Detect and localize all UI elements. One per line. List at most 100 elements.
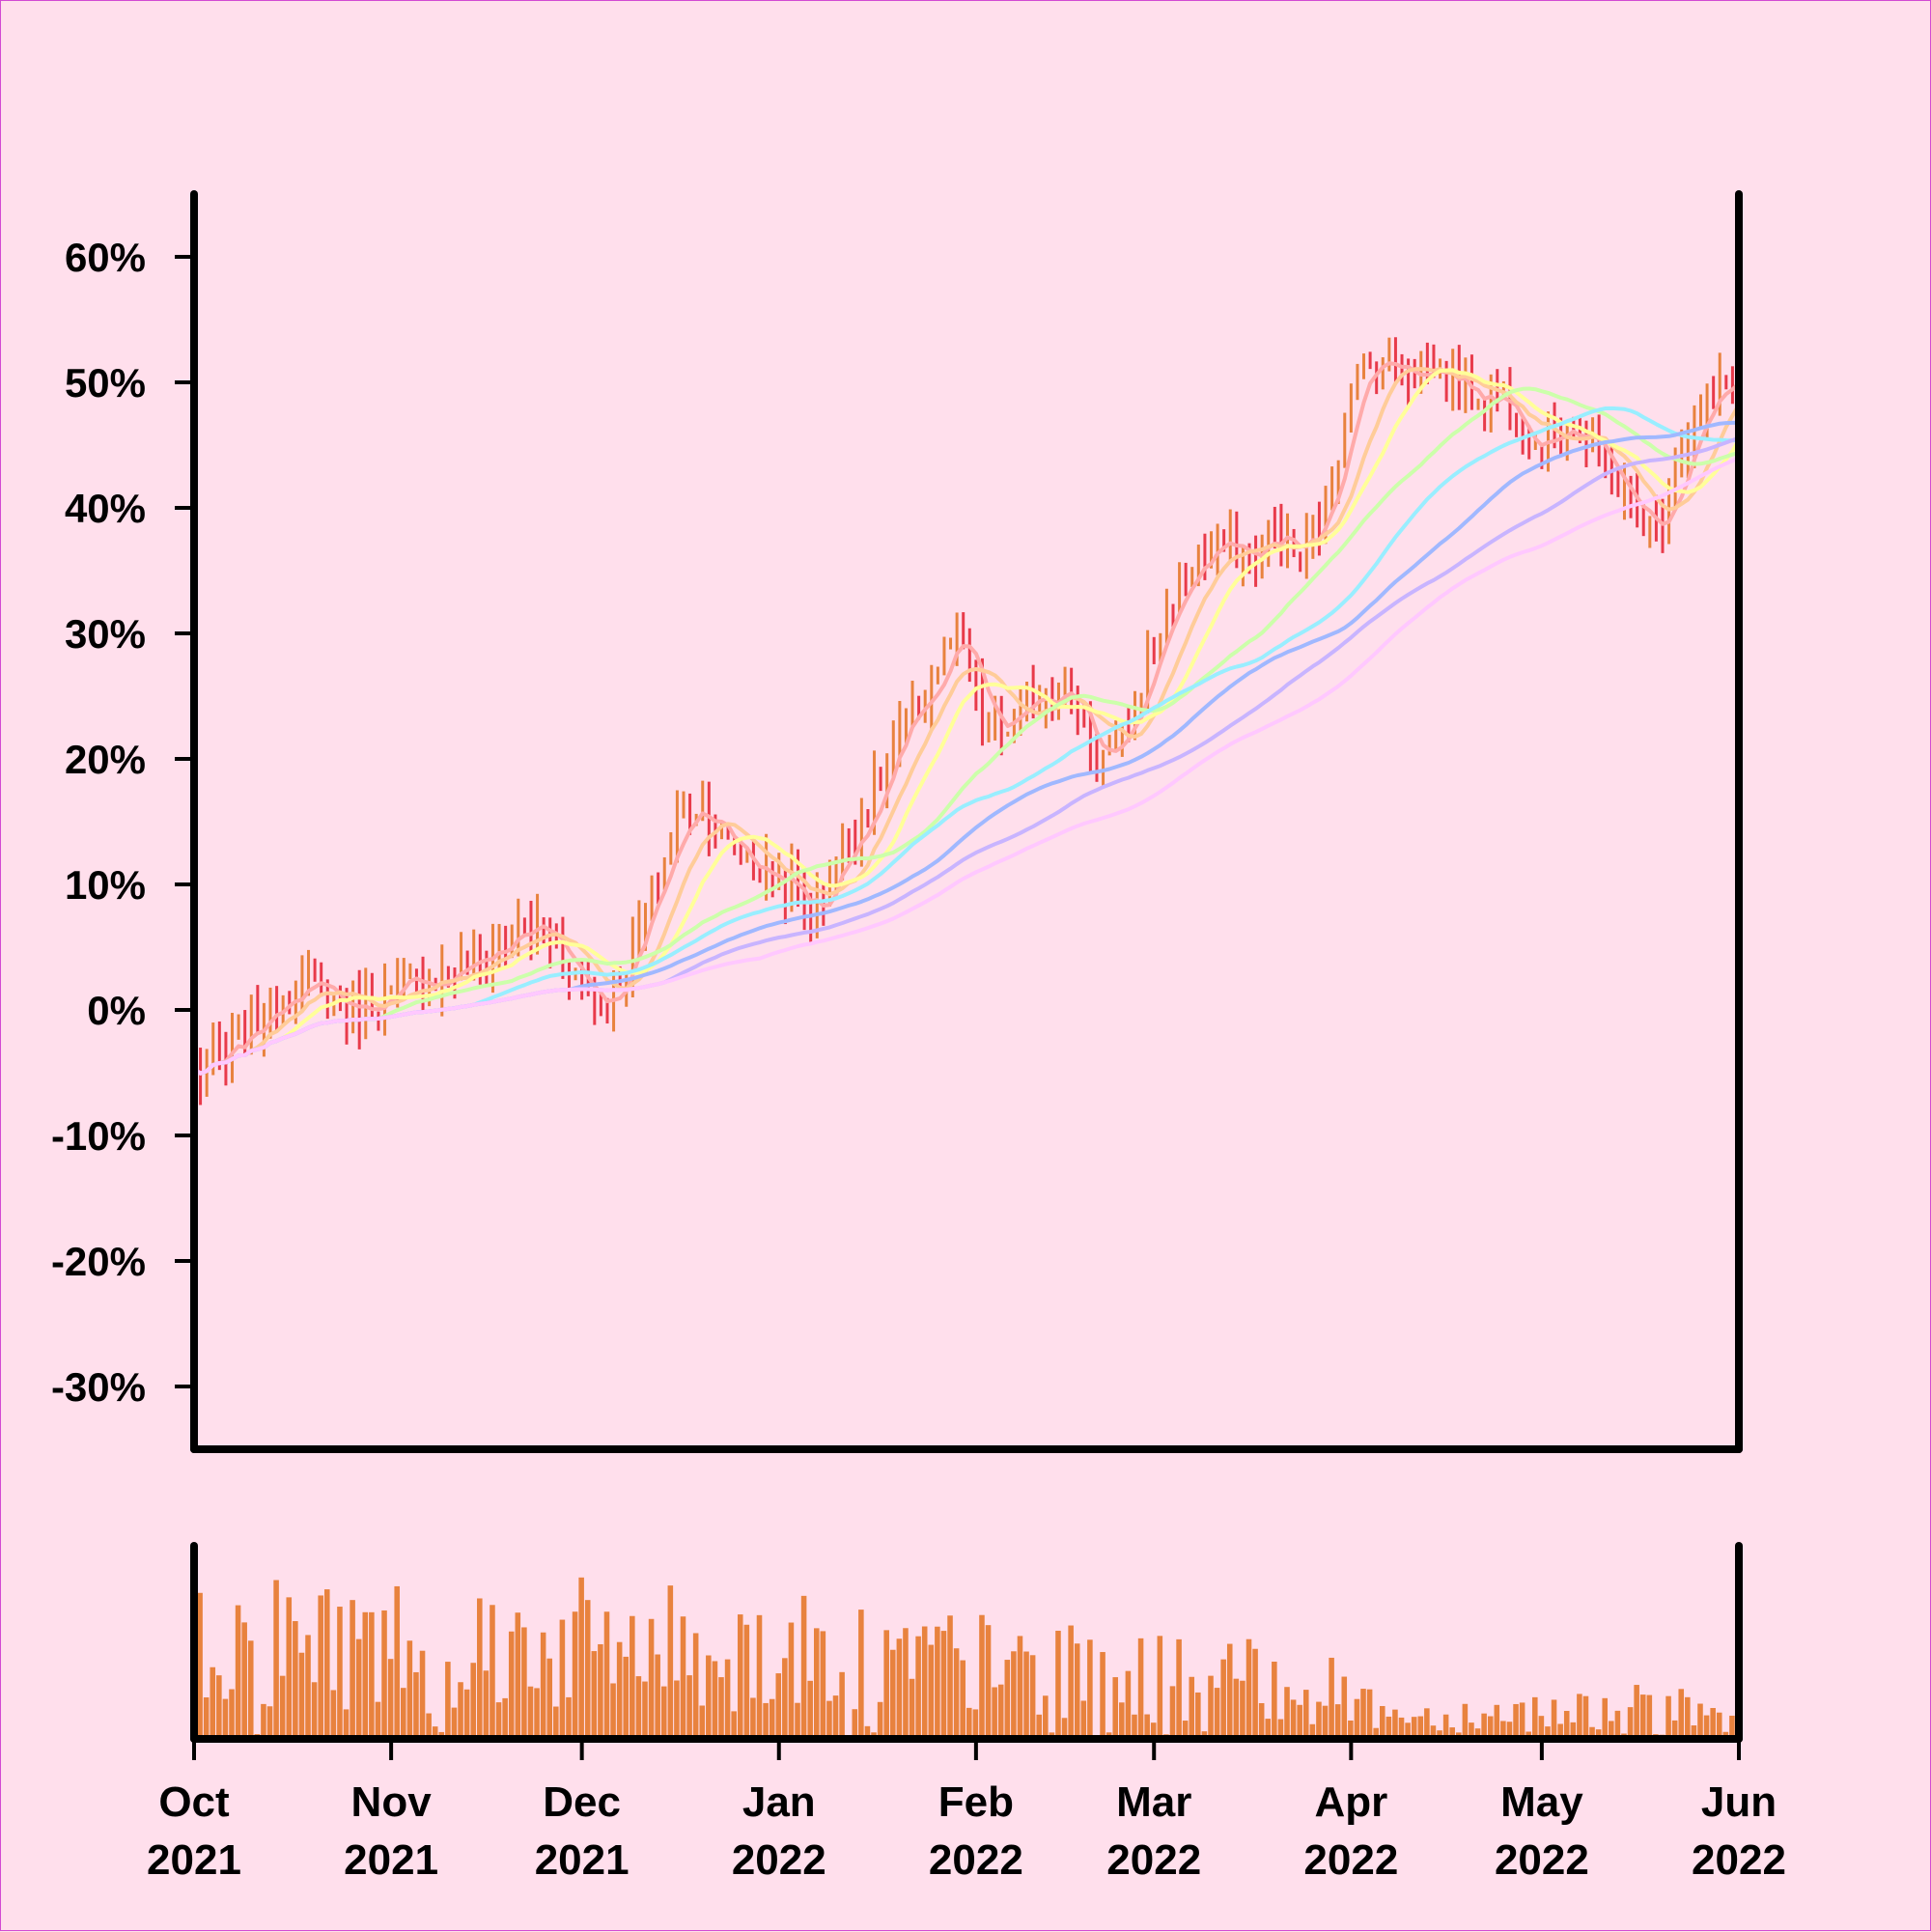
y-tick-label: 30%: [65, 611, 146, 657]
volume-bar: [1029, 1655, 1036, 1739]
volume-bar: [323, 1589, 330, 1739]
y-tick-label: 10%: [65, 862, 146, 908]
x-tick-month-label: Feb: [938, 1778, 1014, 1826]
volume-panel: [190, 1542, 1743, 1743]
x-tick-year-label: 2021: [344, 1836, 438, 1884]
y-tick-label: -30%: [51, 1364, 146, 1410]
volume-bar: [1442, 1714, 1449, 1739]
volume-bar: [788, 1622, 795, 1739]
volume-bar: [1017, 1636, 1023, 1739]
volume-bar: [915, 1636, 921, 1739]
moving-average-line-45: [192, 406, 1740, 1076]
volume-bar: [1595, 1729, 1602, 1739]
volume-bar: [864, 1725, 871, 1739]
volume-bar: [1125, 1670, 1132, 1739]
volume-bar: [737, 1614, 743, 1739]
volume-bar: [311, 1682, 318, 1739]
volume-bar: [852, 1709, 858, 1739]
volume-bar: [1169, 1686, 1176, 1739]
volume-bar: [674, 1680, 680, 1739]
volume-bar: [1462, 1703, 1469, 1739]
y-tick-label: 60%: [65, 235, 146, 280]
volume-bar: [355, 1638, 362, 1739]
volume-bar: [1226, 1643, 1233, 1739]
moving-average-lines: [192, 361, 1741, 1076]
volume-bar: [712, 1661, 718, 1739]
volume-bar: [1538, 1716, 1545, 1739]
volume-bar: [660, 1686, 667, 1739]
volume-bar: [935, 1626, 940, 1739]
volume-bar: [839, 1671, 845, 1739]
volume-bar: [1360, 1689, 1366, 1739]
volume-bar: [1119, 1702, 1125, 1739]
volume-bar: [1322, 1705, 1329, 1739]
volume-bar: [1245, 1638, 1252, 1739]
volume-bar: [1023, 1651, 1029, 1739]
volume-bar: [1506, 1722, 1513, 1739]
volume-bar: [1309, 1723, 1316, 1739]
volume-bar: [1405, 1722, 1411, 1739]
volume-bar: [381, 1610, 387, 1739]
x-tick-year-label: 2022: [1303, 1836, 1398, 1884]
volume-bar: [795, 1702, 800, 1739]
volume-bar: [1348, 1720, 1354, 1739]
volume-bar: [1004, 1660, 1011, 1739]
volume-bar: [463, 1689, 470, 1739]
volume-bar: [1729, 1715, 1735, 1739]
volume-bar: [1061, 1718, 1068, 1739]
volume-bar: [724, 1659, 731, 1739]
volume-bars: [190, 1577, 1742, 1739]
price-axes: [190, 190, 1743, 1453]
x-tick-month-label: Apr: [1314, 1778, 1387, 1826]
volume-bar: [330, 1690, 337, 1739]
volume-bar: [1392, 1709, 1398, 1739]
volume-bar: [603, 1611, 610, 1739]
volume-bar: [521, 1627, 527, 1739]
volume-bar: [197, 1592, 203, 1739]
volume-bar: [1272, 1661, 1277, 1739]
volume-bar: [1589, 1726, 1595, 1739]
volume-bar: [1557, 1723, 1563, 1739]
volume-bar: [1634, 1685, 1639, 1739]
volume-bar: [235, 1605, 241, 1739]
volume-bar: [706, 1655, 712, 1739]
volume-bar: [1379, 1705, 1385, 1739]
volume-bar: [1469, 1722, 1474, 1739]
volume-bar: [800, 1595, 807, 1739]
volume-bar: [992, 1687, 997, 1739]
volume-bar: [413, 1671, 419, 1739]
moving-average-line-10: [192, 367, 1741, 1076]
volume-bar: [1710, 1708, 1716, 1739]
x-tick-month-label: Jan: [742, 1778, 816, 1826]
volume-bar: [1678, 1689, 1685, 1739]
volume-bar: [458, 1682, 463, 1739]
volume-bar: [1011, 1651, 1017, 1739]
volume-bar: [1614, 1710, 1621, 1739]
volume-bar: [305, 1635, 311, 1739]
volume-bar: [406, 1640, 413, 1739]
y-tick-label: -10%: [51, 1113, 146, 1159]
volume-bar: [1157, 1636, 1163, 1739]
volume-bar: [642, 1681, 648, 1739]
volume-bar: [1176, 1638, 1182, 1739]
y-tick-label: 20%: [65, 737, 146, 782]
volume-bar: [1577, 1694, 1582, 1739]
volume-bar: [241, 1622, 247, 1739]
volume-bar: [1233, 1678, 1240, 1739]
volume-bar: [502, 1697, 508, 1739]
volume-bar: [1208, 1675, 1214, 1739]
volume-bar: [337, 1607, 343, 1739]
volume-bar: [343, 1709, 350, 1739]
volume-bar: [635, 1676, 642, 1739]
volume-bar: [928, 1644, 935, 1739]
volume-bar: [731, 1711, 737, 1739]
volume-bar: [1487, 1716, 1494, 1739]
y-axis-ticks: 60% 50% 40% 30% 20% 10% 0% -10% -20% -30%: [51, 235, 194, 1410]
y-tick-label: 50%: [65, 360, 146, 406]
volume-bar: [1132, 1714, 1137, 1739]
volume-bar: [630, 1615, 635, 1739]
volume-bar: [1519, 1702, 1525, 1739]
volume-bar: [1182, 1721, 1189, 1739]
volume-bar: [591, 1651, 598, 1739]
